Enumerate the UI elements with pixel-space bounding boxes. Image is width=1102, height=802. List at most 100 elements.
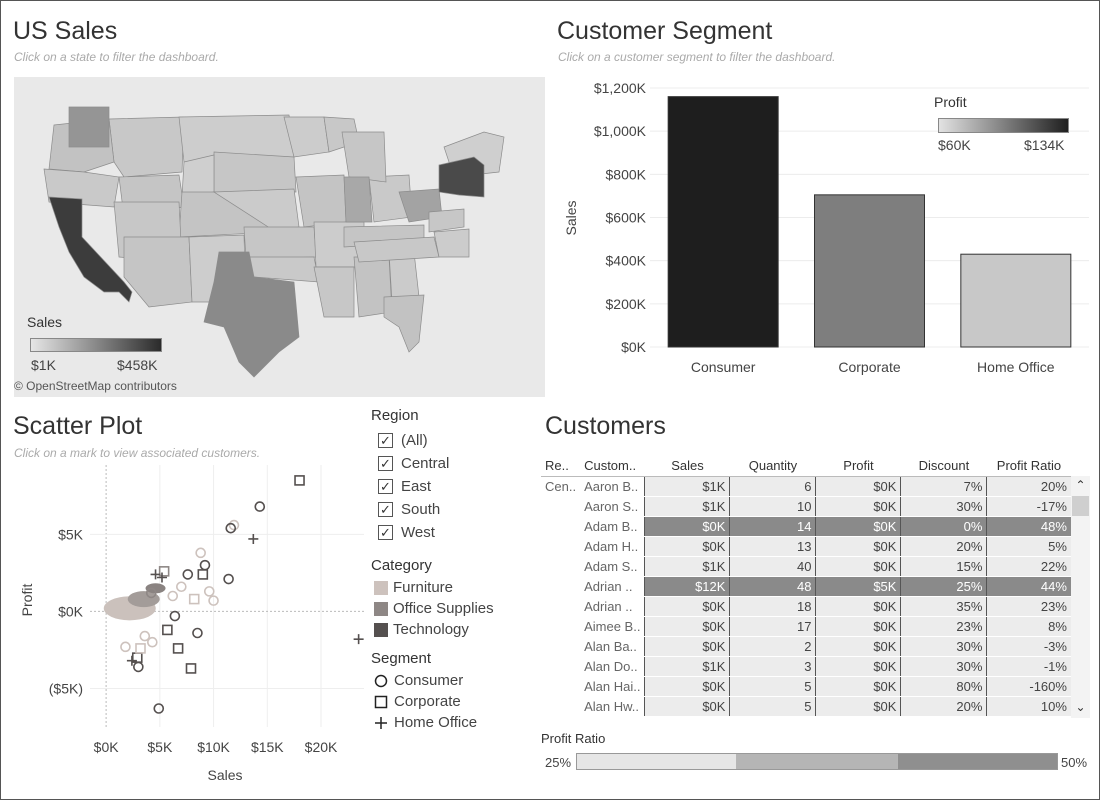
scatter-point (169, 610, 181, 622)
region-label-east[interactable]: East (401, 478, 432, 495)
region-cell: Cen.. (541, 476, 581, 497)
customers-table[interactable]: Re.. Custom.. Sales Quantity Profit Disc… (541, 455, 1071, 717)
scatter-point (120, 641, 131, 653)
profit-ratio-segment (736, 753, 898, 770)
column-header-profit-ratio[interactable]: Profit Ratio (986, 455, 1071, 477)
bar-consumer (667, 96, 779, 348)
plus-icon (375, 717, 387, 729)
scatter-ticks: $0K $5K $10K $15K $20K ($5K) $0K $5K (49, 526, 338, 755)
scatter-point (254, 501, 266, 512)
table-row[interactable]: Aimee B.. $0K 17 $0K 23% 8% (541, 616, 1071, 637)
scatter-points (120, 475, 364, 714)
y-tick-label: $1,000K (594, 123, 647, 139)
table-row[interactable]: Adrian .. $0K 18 $0K 35% 23% (541, 596, 1071, 617)
segment-bar-chart[interactable]: $0K $200K $400K $600K $800K $1,000K $1,200K Co… (555, 75, 1095, 385)
table-row[interactable]: Alan Do.. $1K 3 $0K 30% -1% (541, 656, 1071, 677)
region-checkbox-central[interactable]: ✓ (378, 456, 393, 471)
sales-cell: $1K (644, 656, 730, 677)
scrollbar-thumb[interactable] (1072, 496, 1089, 516)
segment-x-labels: Consumer Corporate Home Office (691, 359, 1055, 375)
column-header-quantity[interactable]: Quantity (729, 455, 816, 477)
category-label-office-supplies[interactable]: Office Supplies (393, 600, 494, 617)
sales-cell: $1K (644, 496, 730, 517)
profit-ratio-segment (576, 753, 737, 770)
column-header-sales[interactable]: Sales (644, 455, 730, 477)
table-row[interactable]: Adam B.. $0K 14 $0K 0% 48% (541, 516, 1071, 537)
category-label-furniture[interactable]: Furniture (393, 579, 454, 596)
us-map-svg[interactable] (14, 77, 545, 397)
scatter-gridlines (90, 465, 364, 727)
table-row[interactable]: Adam S.. $1K 40 $0K 15% 22% (541, 556, 1071, 577)
table-row[interactable]: Aaron S.. $1K 10 $0K 30% -17% (541, 496, 1071, 517)
sales-cell: $1K (644, 476, 730, 497)
state-shape (313, 266, 355, 318)
sales-legend-max: $458K (117, 357, 158, 373)
segment-label-home-office[interactable]: Home Office (394, 714, 478, 731)
dense-cluster-tech (145, 583, 166, 594)
table-scrollbar[interactable]: ⌃ ⌄ (1071, 476, 1090, 718)
disc-cell: 30% (900, 656, 987, 677)
segment-title: Customer Segment (557, 17, 773, 45)
sales-legend-title: Sales (27, 314, 63, 330)
table-row[interactable]: Adrian .. $12K 48 $5K 25% 44% (541, 576, 1071, 597)
qty-cell: 10 (729, 496, 816, 517)
category-swatch-furniture[interactable] (374, 581, 388, 595)
map-attribution[interactable]: © OpenStreetMap contributors (14, 379, 177, 393)
region-checkbox-south[interactable]: ✓ (378, 502, 393, 517)
ratio-cell: 20% (986, 476, 1071, 497)
disc-cell: 35% (900, 596, 987, 617)
category-swatch-technology[interactable] (374, 623, 388, 637)
region-cell (541, 516, 581, 537)
y-tick-label: $800K (606, 166, 647, 182)
scatter-point (248, 533, 259, 544)
state-washington (68, 106, 110, 148)
segment-label-corporate[interactable]: Corporate (394, 693, 461, 710)
segment-shape-icons (374, 674, 388, 729)
customer-name-cell: Adam S.. (580, 556, 645, 577)
column-header-profit[interactable]: Profit (815, 455, 901, 477)
scatter-plot[interactable]: $0K $5K $10K $15K $20K ($5K) $0K $5K Sales Prof… (14, 465, 366, 790)
qty-cell: 18 (729, 596, 816, 617)
profit-legend-min: $60K (938, 137, 971, 153)
region-label-central[interactable]: Central (401, 455, 450, 472)
column-header-region[interactable]: Re.. (541, 455, 581, 477)
table-row[interactable]: Alan Hai.. $0K 5 $0K 80% -160% (541, 676, 1071, 697)
region-label-south[interactable]: South (401, 501, 441, 518)
column-header-customer[interactable]: Custom.. (580, 455, 645, 477)
profit-cell: $0K (815, 536, 901, 557)
profit-ratio-segments (576, 753, 1058, 770)
profit-ratio-title: Profit Ratio (541, 731, 606, 746)
scatter-point (135, 643, 146, 654)
scroll-up-icon[interactable]: ⌃ (1075, 478, 1086, 492)
y-tick-label: $600K (606, 210, 647, 226)
segment-label-consumer[interactable]: Consumer (394, 672, 464, 689)
qty-cell: 13 (729, 536, 816, 557)
profit-ratio-slider[interactable] (576, 753, 1059, 771)
disc-cell: 23% (900, 616, 987, 637)
scroll-down-icon[interactable]: ⌄ (1075, 700, 1086, 714)
region-checkbox-west[interactable]: ✓ (378, 525, 393, 540)
disc-cell: 7% (900, 476, 987, 497)
customers-title: Customers (545, 412, 666, 440)
region-label-west[interactable]: West (401, 524, 435, 541)
scatter-point (156, 572, 167, 583)
table-row[interactable]: Alan Ba.. $0K 2 $0K 30% -3% (541, 636, 1071, 657)
category-label-technology[interactable]: Technology (393, 621, 469, 638)
column-header-discount[interactable]: Discount (900, 455, 987, 477)
state-shape (213, 151, 297, 193)
customer-name-cell: Alan Hw.. (580, 696, 645, 717)
scatter-point (133, 661, 144, 673)
region-checkbox-all[interactable]: ✓ (378, 433, 393, 448)
customer-name-cell: Adam B.. (580, 516, 645, 537)
disc-cell: 15% (900, 556, 987, 577)
region-label-all[interactable]: (All) (401, 432, 428, 449)
ratio-cell: 8% (986, 616, 1071, 637)
region-checkbox-east[interactable]: ✓ (378, 479, 393, 494)
table-row[interactable]: Adam H.. $0K 13 $0K 20% 5% (541, 536, 1071, 557)
table-row[interactable]: Cen.. Aaron B.. $1K 6 $0K 7% 20% (541, 476, 1071, 497)
table-row[interactable]: Alan Hw.. $0K 5 $0K 20% 10% (541, 696, 1071, 717)
table-header-row: Re.. Custom.. Sales Quantity Profit Disc… (541, 455, 1071, 477)
circle-icon (374, 674, 388, 688)
scatter-point (145, 587, 157, 599)
category-swatch-office-supplies[interactable] (374, 602, 388, 616)
